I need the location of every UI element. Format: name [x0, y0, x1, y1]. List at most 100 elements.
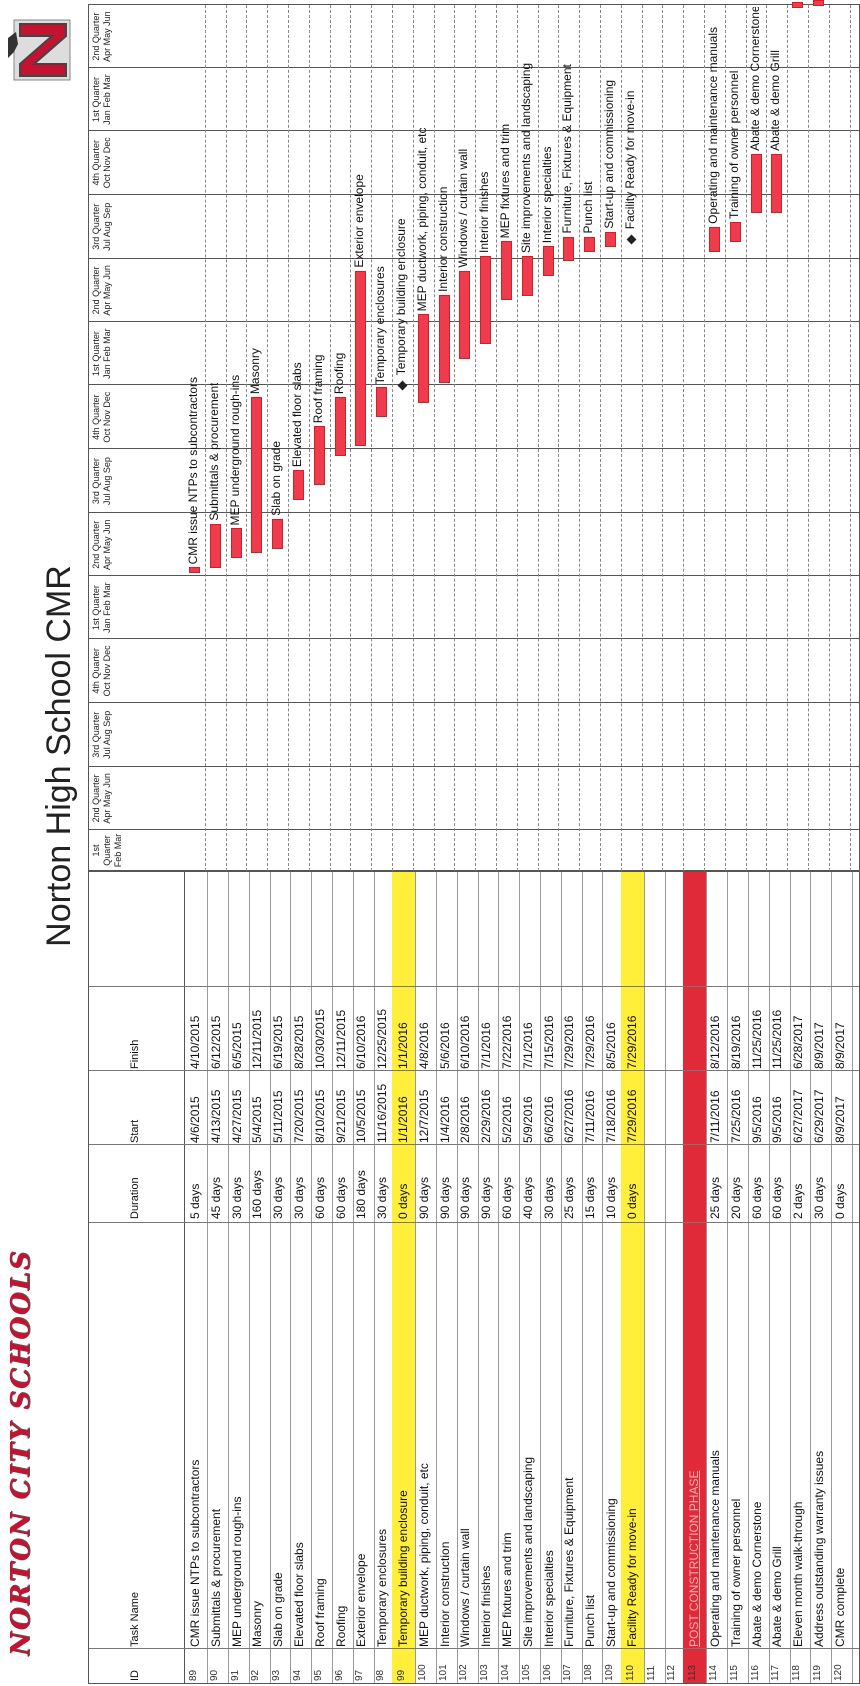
- task-bar: [480, 256, 492, 345]
- quarter-months: Jul Aug Sep: [102, 202, 112, 251]
- task-bar: [563, 236, 575, 262]
- task-bar-label: MEP ductwork, piping, conduit, etc: [414, 127, 429, 312]
- task-bar: [813, 0, 824, 7]
- quarter-label: 2nd Quarter: [91, 520, 101, 569]
- task-bar-label: Site improvements and landscaping: [518, 62, 533, 253]
- task-duration: 25 days: [708, 1176, 722, 1219]
- task-id: 113: [687, 1665, 699, 1681]
- task-name: Start-up and commissioning: [604, 1498, 618, 1647]
- quarter-months: Feb Mar: [113, 833, 123, 868]
- task-finish: 6/28/2017: [791, 1015, 806, 1069]
- task-duration: 20 days: [728, 1176, 743, 1219]
- grid-line: [371, 5, 373, 871]
- task-start: 5/9/2016: [520, 1096, 535, 1143]
- task-bar-label: Abate & demo Grill: [768, 50, 783, 151]
- task-duration: 5 days: [188, 1183, 202, 1219]
- task-start: 5/2/2016: [500, 1096, 514, 1143]
- grid-line: [724, 5, 726, 871]
- task-bar-label: Furniture, Fixtures & Equipment: [560, 64, 575, 234]
- task-duration: 25 days: [562, 1176, 577, 1219]
- task-start: 4/13/2015: [208, 1089, 223, 1143]
- quarter-label: 4th Quarter: [91, 394, 101, 440]
- task-start: 6/27/2017: [791, 1089, 806, 1143]
- task-bar: [230, 528, 242, 559]
- quarter-label: 4th Quarter: [91, 140, 101, 186]
- task-duration: 30 days: [812, 1176, 826, 1219]
- task-start: 5/4/2015: [250, 1096, 265, 1143]
- task-finish: 7/1/2016: [520, 1022, 535, 1069]
- task-id: 115: [728, 1665, 740, 1681]
- grid-line: [787, 5, 789, 871]
- grid-line: [267, 5, 269, 871]
- task-name: Roof framing: [312, 1578, 327, 1647]
- grid-line: [496, 5, 497, 871]
- task-finish: 1/1/2016: [396, 1022, 410, 1069]
- task-duration: 30 days: [375, 1176, 390, 1219]
- task-start: 6/29/2017: [812, 1089, 826, 1143]
- quarter-header: 3rd Quarter Jul Aug Sep: [91, 195, 113, 259]
- quarter-months: Apr May Jun: [102, 519, 112, 570]
- task-start: 8/10/2015: [312, 1089, 327, 1143]
- gantt-chart: 1st Quarter Feb Mar 2nd Quarter Apr May Jun…: [88, 0, 860, 872]
- task-duration: 10 days: [604, 1176, 618, 1219]
- task-finish: 12/11/2015: [333, 1009, 348, 1069]
- quarter-label: 2nd Quarter: [91, 774, 101, 823]
- task-start: 8/9/2017: [832, 1096, 847, 1143]
- quarter-header: 2nd Quarter Apr May Jun: [91, 5, 113, 68]
- grid-line: [329, 5, 331, 871]
- task-bar: [376, 387, 388, 418]
- task-name: Interior finishes: [479, 1565, 494, 1647]
- quarter-header: 2nd Quarter Apr May Jun: [91, 767, 113, 830]
- task-finish: 8/12/2016: [708, 1015, 722, 1069]
- task-bar: [438, 294, 450, 384]
- task-id: 109: [604, 1664, 615, 1681]
- quarter-label: 2nd Quarter: [91, 266, 101, 315]
- grid-line: [475, 5, 477, 871]
- task-duration: 0 days: [396, 1183, 410, 1219]
- task-duration: 30 days: [229, 1176, 244, 1219]
- task-bar-label: Operating and maintenance manuals: [706, 27, 720, 224]
- task-duration: 0 days: [832, 1183, 847, 1219]
- task-finish: 7/22/2016: [500, 1015, 514, 1069]
- grid-line: [766, 5, 768, 871]
- task-bar-label: Facility Ready for move-in: [622, 90, 637, 230]
- quarter-months: Jul Aug Sep: [102, 710, 112, 759]
- task-name: POST CONSTRUCTION PHASE: [687, 1470, 702, 1647]
- task-bar-label: Slab on grade: [269, 440, 284, 516]
- task-duration: 60 days: [770, 1176, 785, 1219]
- quarter-label: 1st Quarter: [91, 77, 101, 123]
- task-name: Abate & demo Grill: [770, 1546, 785, 1647]
- task-duration: 40 days: [520, 1176, 535, 1219]
- task-finish: 12/25/2015: [375, 1008, 390, 1069]
- task-name: Facility Ready for move-in: [624, 1508, 639, 1647]
- task-finish: 11/25/2016: [749, 1009, 764, 1069]
- task-bar: [272, 518, 284, 549]
- task-duration: 90 days: [458, 1176, 473, 1219]
- quarter-label: 3rd Quarter: [91, 203, 101, 250]
- task-finish: 8/9/2017: [812, 1022, 826, 1069]
- quarter-header: 1st Quarter Jan Feb Mar: [91, 68, 113, 131]
- grid-line: [204, 5, 206, 871]
- task-name: Windows / curtain wall: [458, 1528, 473, 1647]
- task-id: 118: [791, 1665, 803, 1681]
- task-start: 9/5/2016: [770, 1096, 785, 1143]
- task-finish: 7/29/2016: [624, 1015, 639, 1069]
- task-bar: [209, 523, 221, 568]
- task-finish: 11/25/2016: [770, 1009, 785, 1069]
- task-start: 12/7/2015: [416, 1089, 431, 1143]
- grid-line: [745, 5, 747, 871]
- quarter-label: 1st Quarter: [91, 835, 112, 866]
- grid-line: [704, 5, 705, 871]
- grid-line: [828, 5, 830, 871]
- task-bar: [417, 314, 429, 403]
- grid-line: [454, 5, 456, 871]
- task-name: Operating and maintenance manuals: [708, 1450, 722, 1647]
- task-finish: 10/30/2015: [312, 1008, 327, 1069]
- task-name: CMR issue NTPs to subcontractors: [188, 1459, 202, 1647]
- page-title: Norton High School CMR: [40, 565, 78, 947]
- quarter-months: Oct Nov Dec: [102, 391, 112, 443]
- quarter-label: 3rd Quarter: [91, 711, 101, 758]
- task-duration: 30 days: [292, 1176, 306, 1219]
- task-name: Address outstanding warranty issues: [812, 1450, 826, 1647]
- task-start: 6/27/2016: [562, 1089, 577, 1143]
